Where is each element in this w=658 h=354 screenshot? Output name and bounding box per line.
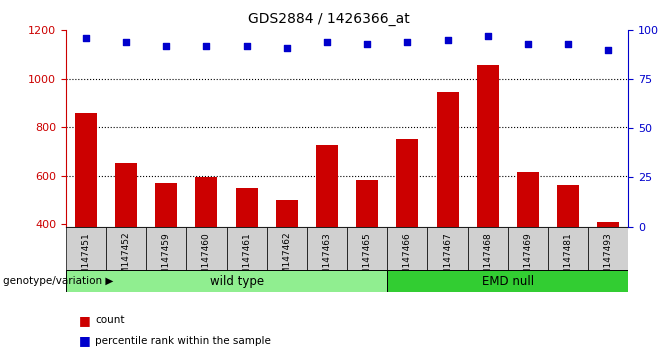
Text: GSM147459: GSM147459	[162, 232, 171, 287]
Point	[201, 43, 212, 48]
Point	[563, 41, 573, 47]
Bar	[388, 227, 428, 271]
Text: GSM147463: GSM147463	[322, 232, 332, 287]
Point	[603, 47, 613, 53]
Text: GDS2884 / 1426366_at: GDS2884 / 1426366_at	[248, 12, 410, 27]
Point	[402, 39, 413, 45]
Text: GSM147467: GSM147467	[443, 232, 452, 287]
Bar	[508, 227, 548, 271]
Bar	[226, 227, 266, 271]
Bar	[75, 113, 97, 227]
Text: GSM147452: GSM147452	[122, 232, 130, 286]
Text: GSM147468: GSM147468	[483, 232, 492, 287]
Text: GSM147469: GSM147469	[523, 232, 532, 287]
Bar	[236, 188, 258, 227]
Text: ■: ■	[79, 314, 91, 327]
Bar	[347, 227, 388, 271]
Point	[282, 45, 292, 51]
Bar	[548, 227, 588, 271]
Text: GSM147493: GSM147493	[604, 232, 613, 287]
Text: GSM147451: GSM147451	[82, 232, 90, 287]
Text: GSM147466: GSM147466	[403, 232, 412, 287]
Bar	[307, 227, 347, 271]
Bar	[146, 227, 186, 271]
Text: ■: ■	[79, 334, 91, 347]
Point	[81, 35, 91, 41]
Text: wild type: wild type	[209, 275, 264, 287]
Bar	[396, 139, 418, 227]
Point	[362, 41, 372, 47]
Point	[442, 37, 453, 43]
Text: GSM147465: GSM147465	[363, 232, 372, 287]
Bar	[476, 65, 499, 227]
Text: genotype/variation ▶: genotype/variation ▶	[3, 276, 114, 286]
Point	[121, 39, 132, 45]
Text: GSM147481: GSM147481	[564, 232, 572, 287]
Bar	[195, 177, 218, 227]
Point	[522, 41, 533, 47]
Bar	[388, 270, 628, 292]
Bar	[276, 200, 298, 227]
Text: EMD null: EMD null	[482, 275, 534, 287]
Bar	[588, 227, 628, 271]
Point	[241, 43, 252, 48]
Bar	[66, 227, 106, 271]
Bar	[428, 227, 468, 271]
Bar	[155, 183, 177, 227]
Bar	[597, 222, 619, 227]
Bar	[266, 227, 307, 271]
Bar	[66, 270, 388, 292]
Bar	[106, 227, 146, 271]
Bar	[436, 92, 459, 227]
Bar	[356, 181, 378, 227]
Text: percentile rank within the sample: percentile rank within the sample	[95, 336, 271, 346]
Bar	[468, 227, 508, 271]
Bar	[557, 185, 579, 227]
Text: GSM147461: GSM147461	[242, 232, 251, 287]
Text: GSM147462: GSM147462	[282, 232, 291, 286]
Bar	[186, 227, 226, 271]
Point	[482, 33, 493, 39]
Text: count: count	[95, 315, 125, 325]
Point	[161, 43, 172, 48]
Bar	[517, 172, 539, 227]
Bar	[316, 145, 338, 227]
Text: GSM147460: GSM147460	[202, 232, 211, 287]
Bar	[115, 164, 137, 227]
Point	[322, 39, 332, 45]
